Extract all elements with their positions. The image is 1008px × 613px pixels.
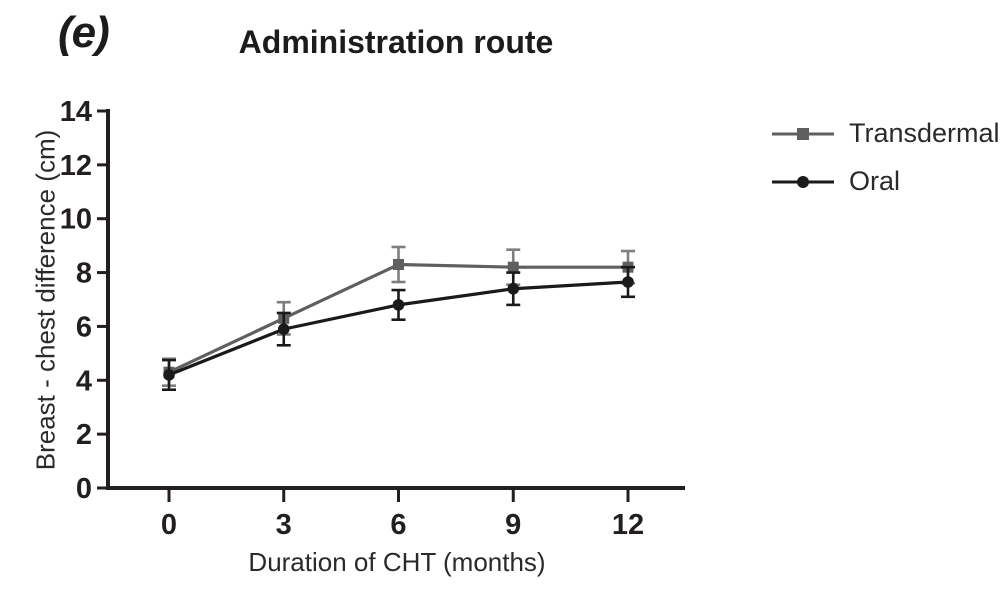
data-point-circle (392, 299, 405, 311)
legend: Transdermal Oral (772, 118, 1000, 197)
data-point-circle (507, 282, 520, 295)
data-point-circle (163, 369, 175, 381)
panel-label: (e) (58, 8, 110, 57)
y-tick-label: 6 (76, 311, 92, 343)
x-tick-label: 3 (276, 509, 292, 541)
x-tick-label: 6 (390, 509, 406, 541)
y-tick-label: 0 (76, 473, 92, 505)
y-tick-label: 12 (60, 150, 92, 182)
y-tick-label: 10 (60, 204, 92, 236)
x-axis-title: Duration of CHT (months) (248, 547, 546, 577)
y-tick-label: 4 (76, 365, 92, 397)
legend-item-transdermal: Transdermal (772, 118, 1000, 149)
transdermal-series-marker-icon (772, 127, 834, 140)
y-tick-label: 14 (60, 96, 92, 128)
y-tick-label: 2 (76, 419, 92, 451)
data-point-circle (622, 276, 634, 288)
legend-label-oral: Oral (849, 166, 901, 196)
chart-title: Administration route (238, 24, 554, 60)
legend-item-oral: Oral (772, 166, 1000, 197)
series-oral (162, 265, 635, 392)
x-tick-label: 12 (612, 509, 644, 541)
x-tick-label: 9 (505, 509, 521, 541)
data-point-square (393, 258, 404, 270)
x-tick-label: 0 (161, 509, 177, 541)
y-tick-label: 8 (76, 258, 92, 290)
data-point-circle (277, 323, 290, 335)
axes: 0 2 4 6 8 10 12 14 0 3 6 9 12 (60, 96, 685, 541)
legend-label-transdermal: Transdermal (849, 118, 1000, 148)
oral-series-marker-icon (772, 175, 834, 188)
data-point-square (507, 261, 519, 273)
